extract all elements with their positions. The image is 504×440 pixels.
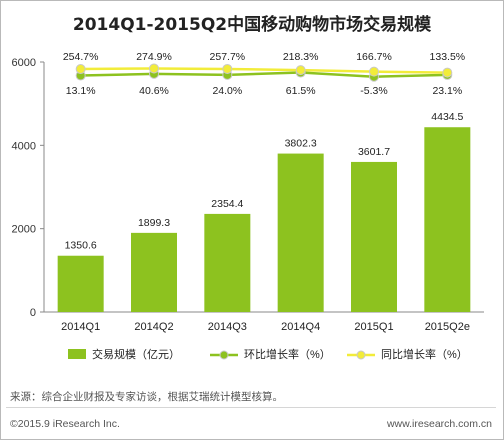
bar-value-label: 3601.7 bbox=[358, 146, 390, 158]
yoy-series-marker bbox=[442, 67, 453, 78]
yoy-value-label: 166.7% bbox=[356, 51, 392, 63]
bar-2014Q4 bbox=[277, 153, 324, 312]
x-tick-label: 2015Q1 bbox=[354, 321, 393, 333]
bar-2015Q2e bbox=[424, 127, 471, 313]
bar-2015Q1 bbox=[351, 161, 397, 312]
source-note: 来源：综合企业财报及专家访谈，根据艾瑞统计模型核算。 bbox=[10, 391, 283, 403]
bar-2014Q2 bbox=[131, 232, 177, 312]
legend-swatch-yoy-marker bbox=[356, 350, 366, 360]
mom-value-label: 23.1% bbox=[432, 85, 462, 97]
yoy-value-label: 254.7% bbox=[63, 51, 99, 63]
yoy-value-label: 133.5% bbox=[430, 51, 466, 63]
legend-swatch-bar bbox=[68, 349, 86, 359]
x-tick-label: 2014Q2 bbox=[134, 321, 173, 333]
yoy-series-marker bbox=[295, 65, 306, 76]
y-tick-label: 6000 bbox=[12, 57, 36, 69]
x-tick-label: 2014Q3 bbox=[208, 321, 247, 333]
y-tick-label: 2000 bbox=[12, 224, 36, 236]
mom-series-line bbox=[80, 71, 448, 78]
yoy-series-line bbox=[80, 67, 448, 74]
legend-swatch-mom-marker bbox=[219, 350, 229, 360]
bar-value-label: 1899.3 bbox=[138, 217, 170, 229]
x-tick-label: 2015Q2e bbox=[425, 321, 470, 333]
yoy-series-marker bbox=[222, 63, 233, 74]
x-tick-label: 2014Q1 bbox=[61, 321, 100, 333]
footer-divider bbox=[6, 407, 496, 408]
copyright: ©2015.9 iResearch Inc. bbox=[10, 418, 120, 430]
chart-title: 2014Q1-2015Q2中国移动购物市场交易规模 bbox=[72, 15, 432, 35]
mom-value-label: 24.0% bbox=[212, 85, 242, 97]
yoy-series-marker bbox=[149, 63, 159, 74]
bar-value-label: 1350.6 bbox=[65, 240, 97, 252]
mom-value-label: 13.1% bbox=[66, 85, 96, 97]
yoy-series-marker bbox=[369, 66, 379, 77]
mom-value-label: 61.5% bbox=[286, 85, 316, 97]
bar-2014Q1 bbox=[57, 255, 104, 312]
yoy-value-label: 274.9% bbox=[136, 51, 172, 63]
yoy-series-marker bbox=[75, 64, 86, 75]
bar-value-label: 3802.3 bbox=[285, 138, 317, 150]
mom-value-label: 40.6% bbox=[139, 85, 169, 97]
bar-2014Q3 bbox=[204, 213, 251, 312]
mom-value-label: -5.3% bbox=[360, 85, 387, 97]
bar-value-label: 2354.4 bbox=[211, 198, 243, 210]
legend-label-mom: 环比增长率（%） bbox=[244, 347, 331, 361]
legend-label-bar: 交易规模（亿元） bbox=[92, 347, 180, 361]
legend-label-yoy: 同比增长率（%） bbox=[381, 347, 468, 361]
yoy-value-label: 257.7% bbox=[210, 51, 246, 63]
bar-value-label: 4434.5 bbox=[431, 111, 463, 123]
y-tick-label: 4000 bbox=[12, 140, 36, 152]
x-tick-label: 2014Q4 bbox=[281, 321, 320, 333]
yoy-value-label: 218.3% bbox=[283, 51, 319, 63]
website: www.iresearch.com.cn bbox=[386, 418, 492, 430]
y-tick-label: 0 bbox=[30, 307, 36, 319]
